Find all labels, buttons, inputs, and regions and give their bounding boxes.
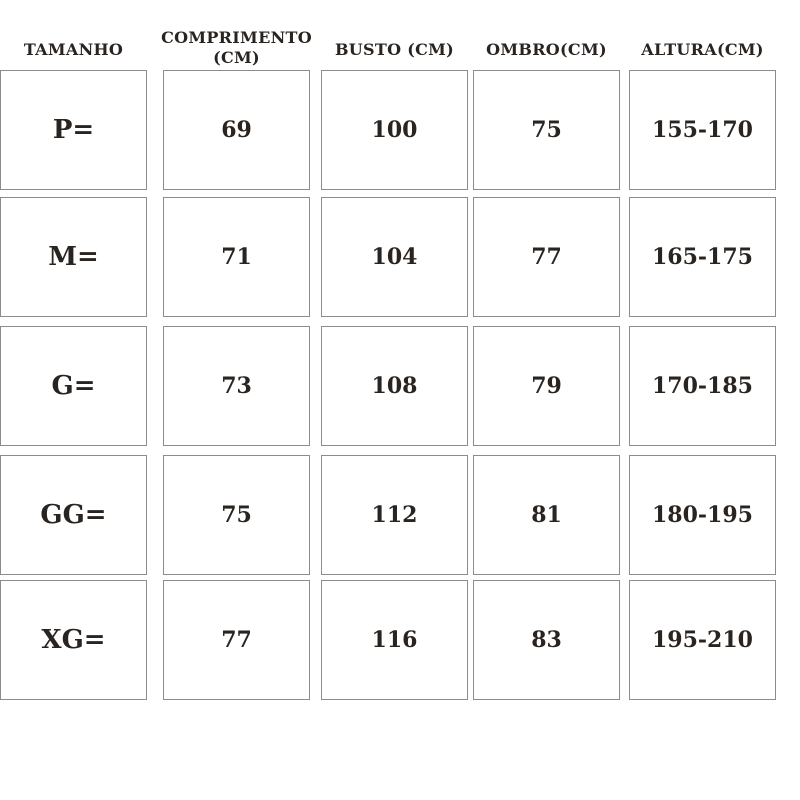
table-cell: 79 <box>473 326 620 446</box>
table-cell: 75 <box>163 455 310 575</box>
cell-value: 75 <box>531 117 562 143</box>
size-label: G= <box>51 371 96 401</box>
cell-value: 77 <box>221 627 252 653</box>
cell-value: 77 <box>531 244 562 270</box>
size-label: M= <box>48 242 99 272</box>
table-cell: 73 <box>163 326 310 446</box>
cell-value: 73 <box>221 373 252 399</box>
table-cell: 155-170 <box>629 70 776 190</box>
size-label: XG= <box>41 625 106 655</box>
table-cell: 165-175 <box>629 197 776 317</box>
table-cell: 180-195 <box>629 455 776 575</box>
table-cell: 77 <box>163 580 310 700</box>
size-label-cell: M= <box>0 197 147 317</box>
table-cell: 77 <box>473 197 620 317</box>
size-label-cell: P= <box>0 70 147 190</box>
cell-value: 155-170 <box>652 117 753 143</box>
header-height: ALTURA(CM) <box>641 40 764 59</box>
table-cell: 112 <box>321 455 468 575</box>
table-cell: 170-185 <box>629 326 776 446</box>
cell-value: 71 <box>221 244 252 270</box>
cell-value: 83 <box>531 627 562 653</box>
table-cell: 104 <box>321 197 468 317</box>
cell-value: 75 <box>221 502 252 528</box>
cell-value: 170-185 <box>652 373 753 399</box>
size-label-cell: XG= <box>0 580 147 700</box>
cell-value: 108 <box>371 373 418 399</box>
table-cell: 116 <box>321 580 468 700</box>
cell-value: 165-175 <box>652 244 753 270</box>
cell-value: 112 <box>371 502 418 528</box>
cell-value: 180-195 <box>652 502 753 528</box>
cell-value: 104 <box>371 244 418 270</box>
size-label: GG= <box>40 500 107 530</box>
header-shoulder: OMBRO(CM) <box>486 40 607 59</box>
cell-value: 116 <box>371 627 418 653</box>
header-length: COMPRIMENTO (CM) <box>161 28 312 67</box>
table-cell: 195-210 <box>629 580 776 700</box>
table-cell: 100 <box>321 70 468 190</box>
table-cell: 71 <box>163 197 310 317</box>
size-label: P= <box>52 115 95 145</box>
table-cell: 108 <box>321 326 468 446</box>
header-bust: BUSTO (CM) <box>334 40 455 59</box>
size-label-cell: G= <box>0 326 147 446</box>
cell-value: 79 <box>531 373 562 399</box>
cell-value: 195-210 <box>652 627 753 653</box>
header-size: TAMANHO <box>23 40 124 59</box>
size-label-cell: GG= <box>0 455 147 575</box>
table-cell: 69 <box>163 70 310 190</box>
cell-value: 81 <box>531 502 562 528</box>
table-cell: 75 <box>473 70 620 190</box>
table-cell: 81 <box>473 455 620 575</box>
cell-value: 69 <box>221 117 252 143</box>
cell-value: 100 <box>371 117 418 143</box>
table-cell: 83 <box>473 580 620 700</box>
